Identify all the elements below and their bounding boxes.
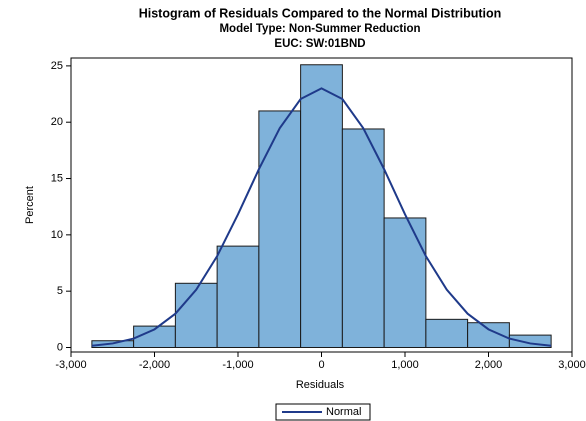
x-tick-label: 3,000 <box>558 359 586 371</box>
y-axis-label: Percent <box>24 186 36 224</box>
chart-subtitle: EUC: SW:01BND <box>274 38 365 50</box>
chart-title: Histogram of Residuals Compared to the N… <box>139 6 502 20</box>
x-tick-label: 1,000 <box>391 359 419 371</box>
y-tick-label: 0 <box>57 341 63 353</box>
x-tick-label: 0 <box>318 359 324 371</box>
bar <box>300 64 343 348</box>
bar <box>216 245 260 348</box>
y-tick-label: 5 <box>57 285 63 297</box>
bar <box>341 128 385 348</box>
bar <box>383 217 427 348</box>
bar <box>174 282 218 348</box>
legend-box <box>275 403 371 421</box>
y-tick-label: 20 <box>51 116 63 128</box>
x-tick-label: -2,000 <box>139 359 170 371</box>
chart-subtitle: Model Type: Non-Summer Reduction <box>219 23 420 35</box>
x-tick-label: 2,000 <box>475 359 503 371</box>
y-tick-label: 10 <box>51 229 63 241</box>
x-tick-label: -1,000 <box>222 359 253 371</box>
y-tick-label: 15 <box>51 172 63 184</box>
y-tick-label: 25 <box>51 60 63 72</box>
normal-curve <box>91 87 552 347</box>
bar <box>258 110 302 348</box>
bar <box>425 318 469 348</box>
legend-label: Normal <box>326 406 361 418</box>
x-axis-label: Residuals <box>296 379 345 391</box>
x-tick-label: -3,000 <box>55 359 86 371</box>
